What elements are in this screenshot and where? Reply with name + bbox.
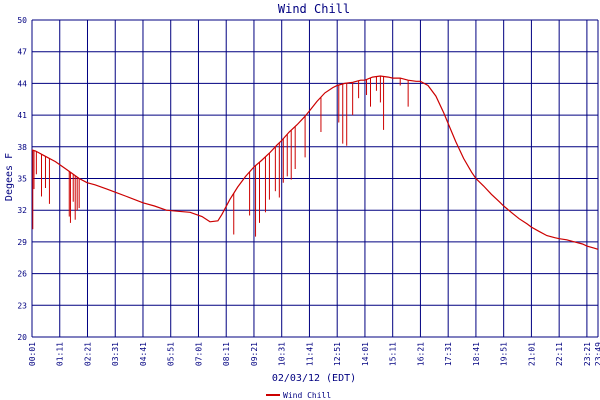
x-tick-label: 08:11 — [222, 342, 231, 366]
y-tick-label: 20 — [17, 333, 27, 342]
x-tick-label: 23:49 — [594, 342, 600, 366]
legend: Wind Chill — [266, 391, 331, 400]
x-tick-labels: 00:01 01:11 02:21 03:31 04:41 05:51 07:01 08:11… — [28, 342, 600, 366]
y-tick-label: 23 — [17, 301, 27, 310]
x-tick-label: 23:21 — [583, 342, 592, 366]
y-tick-label: 50 — [17, 16, 27, 25]
legend-label: Wind Chill — [283, 391, 331, 400]
x-tick-label: 02:21 — [83, 342, 92, 366]
y-tick-label: 29 — [17, 238, 27, 247]
x-tick-label: 15:11 — [389, 342, 398, 366]
y-tick-label: 38 — [17, 143, 27, 152]
x-tick-label: 12:51 — [333, 342, 342, 366]
x-tick-label: 14:01 — [361, 342, 370, 366]
x-tick-label: 05:51 — [167, 342, 176, 366]
y-tick-label: 47 — [17, 48, 27, 57]
x-tick-label: 11:41 — [305, 342, 314, 366]
grid — [31, 19, 599, 338]
x-tick-label: 07:01 — [194, 342, 203, 366]
x-tick-label: 03:31 — [111, 342, 120, 366]
x-tick-label: 19:51 — [500, 342, 509, 366]
y-axis-label: Degees F — [4, 153, 15, 201]
chart-title: Wind Chill — [278, 2, 350, 16]
x-tick-label: 22:11 — [555, 342, 564, 366]
y-tick-label: 32 — [17, 206, 27, 215]
x-tick-label: 01:11 — [56, 342, 65, 366]
y-tick-label: 35 — [17, 175, 27, 184]
x-tick-label: 16:21 — [416, 342, 425, 366]
y-tick-label: 41 — [17, 111, 27, 120]
x-tick-label: 18:41 — [472, 342, 481, 366]
x-tick-label: 00:01 — [28, 342, 37, 366]
series-wind-chill — [31, 75, 599, 250]
x-tick-label: 04:41 — [139, 342, 148, 366]
series-line — [31, 75, 599, 250]
y-tick-label: 44 — [17, 79, 27, 88]
x-axis-label: 02/03/12 (EDT) — [272, 373, 356, 384]
x-tick-label: 21:01 — [527, 342, 536, 366]
y-tick-label: 26 — [17, 270, 27, 279]
x-tick-label: 10:31 — [278, 342, 287, 366]
x-tick-label: 09:21 — [250, 342, 259, 366]
x-tick-label: 17:31 — [444, 342, 453, 366]
y-tick-labels: 20 23 26 29 32 35 38 41 44 47 50 — [17, 16, 27, 342]
